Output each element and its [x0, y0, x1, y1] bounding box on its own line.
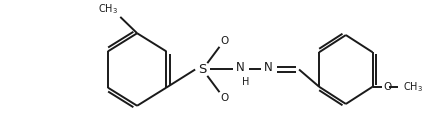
Text: CH$_3$: CH$_3$	[404, 80, 424, 94]
Text: N: N	[264, 61, 273, 74]
Text: N: N	[236, 61, 245, 74]
Text: O: O	[383, 82, 391, 92]
Text: CH$_3$: CH$_3$	[98, 2, 118, 16]
Text: O: O	[220, 93, 229, 103]
Text: O: O	[220, 36, 229, 46]
Text: H: H	[242, 77, 249, 87]
Text: S: S	[198, 63, 207, 76]
